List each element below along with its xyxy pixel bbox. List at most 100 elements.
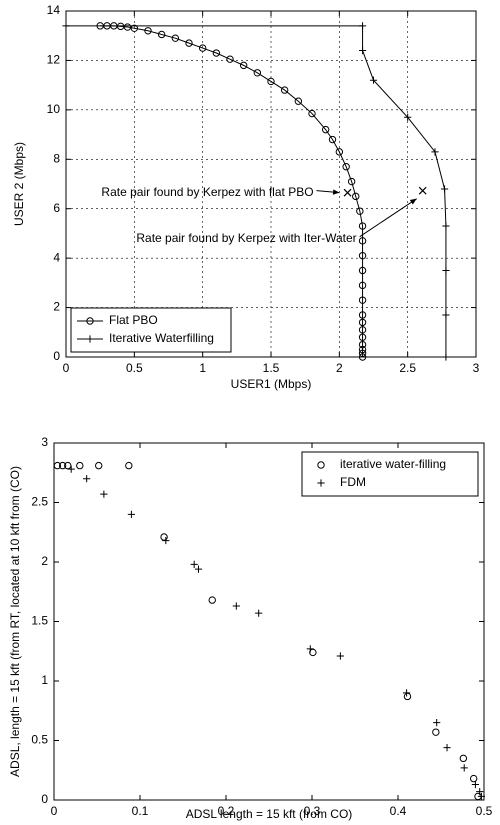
marker xyxy=(208,596,216,604)
marker xyxy=(358,326,367,334)
y-tick-label: 0 xyxy=(41,792,48,806)
marker xyxy=(404,113,412,121)
marker xyxy=(157,30,166,39)
marker xyxy=(335,148,344,156)
marker xyxy=(127,510,135,518)
marker xyxy=(476,788,484,796)
y-tick-label: 3 xyxy=(41,435,48,449)
marker xyxy=(76,461,84,470)
marker xyxy=(232,602,240,610)
marker xyxy=(403,689,411,697)
x-tick-label: 0.1 xyxy=(132,804,149,818)
marker xyxy=(369,76,378,84)
marker xyxy=(336,652,344,660)
marker xyxy=(442,266,450,275)
y-tick-label: 0 xyxy=(53,349,60,363)
marker xyxy=(171,34,180,42)
marker xyxy=(460,764,468,772)
annotation-marker xyxy=(343,188,352,197)
marker xyxy=(226,55,234,63)
marker xyxy=(469,774,478,783)
marker xyxy=(162,536,170,545)
x-tick-label: 0.5 xyxy=(126,361,143,375)
y-tick-label: 2.5 xyxy=(31,495,48,509)
y-tick-label: 14 xyxy=(47,3,61,17)
marker xyxy=(185,39,193,47)
marker xyxy=(358,22,367,30)
x-tick-label: 3 xyxy=(473,361,480,375)
marker xyxy=(130,24,139,32)
marker xyxy=(358,318,367,327)
legend-label: FDM xyxy=(340,475,366,489)
annotation-marker xyxy=(418,186,427,195)
annotation-text: Rate pair found by Kerpez with Iter-Wate… xyxy=(136,231,356,245)
x-tick-label: 0.3 xyxy=(304,804,321,818)
y-tick-label: 8 xyxy=(53,151,60,165)
y-tick-label: 0.5 xyxy=(31,733,48,747)
x-tick-label: 0.2 xyxy=(218,804,235,818)
marker xyxy=(308,109,316,118)
marker xyxy=(321,125,330,134)
legend-label: iterative water-filling xyxy=(340,457,446,471)
marker xyxy=(160,533,168,541)
marker xyxy=(317,479,325,487)
x-tick-label: 0.4 xyxy=(390,804,407,818)
marker xyxy=(317,461,325,469)
marker xyxy=(86,335,94,343)
marker xyxy=(198,44,207,52)
marker xyxy=(358,353,367,361)
marker xyxy=(328,135,337,144)
marker xyxy=(280,86,289,94)
marker xyxy=(358,349,367,357)
legend-box xyxy=(301,451,479,497)
marker xyxy=(95,461,103,470)
y-tick-label: 4 xyxy=(53,250,60,264)
y-tick-label: 10 xyxy=(47,102,61,116)
legend-label: Flat PBO xyxy=(109,313,158,327)
x-tick-label: 1 xyxy=(199,361,206,375)
marker xyxy=(239,61,248,70)
x-tick-label: 0.5 xyxy=(476,804,493,818)
marker xyxy=(433,719,441,727)
marker xyxy=(125,461,133,470)
marker xyxy=(123,23,132,31)
legend-box xyxy=(70,307,232,353)
x-axis-label: ADSL length = 15 kft (from CO) xyxy=(186,807,353,821)
marker xyxy=(144,27,152,35)
marker xyxy=(358,237,367,245)
marker xyxy=(358,340,367,349)
marker xyxy=(58,461,67,470)
x-tick-label: 2 xyxy=(336,361,343,375)
marker xyxy=(67,465,75,473)
y-tick-label: 12 xyxy=(47,53,61,67)
y-tick-label: 2 xyxy=(41,554,48,568)
y-axis-label: ADSL, length = 15 kft (from RT, located … xyxy=(8,466,22,777)
marker xyxy=(431,148,439,156)
marker xyxy=(442,311,450,319)
marker xyxy=(358,311,367,319)
annotation-arrowhead xyxy=(409,198,417,205)
annotation-text: Rate pair found by Kerpez with flat PBO xyxy=(101,185,313,199)
marker xyxy=(342,163,350,171)
series-line xyxy=(100,25,364,357)
annotation-arrowhead xyxy=(332,189,340,195)
marker xyxy=(358,281,367,290)
marker xyxy=(306,645,314,653)
y-tick-label: 1 xyxy=(41,673,48,687)
marker xyxy=(267,77,275,86)
marker xyxy=(358,266,367,275)
marker xyxy=(440,185,449,193)
marker xyxy=(212,49,221,57)
y-axis-label: USER 2 (Mbps) xyxy=(12,142,26,226)
marker xyxy=(53,461,62,470)
marker xyxy=(253,69,262,77)
marker xyxy=(358,333,367,341)
marker xyxy=(255,609,263,617)
marker xyxy=(403,692,412,701)
marker xyxy=(358,251,367,260)
x-tick-label: 1.5 xyxy=(263,361,280,375)
marker xyxy=(358,222,367,230)
marker xyxy=(471,780,479,789)
marker xyxy=(190,560,198,568)
